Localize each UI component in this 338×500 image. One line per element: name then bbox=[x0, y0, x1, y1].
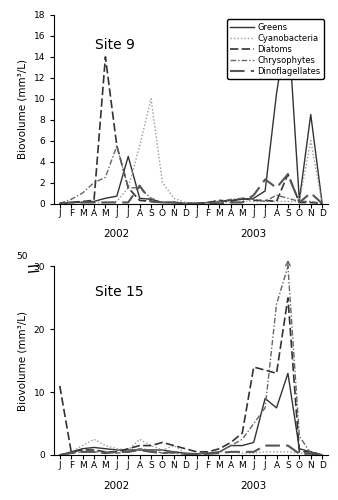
Y-axis label: Biovolume (mm³/L): Biovolume (mm³/L) bbox=[18, 60, 28, 160]
Text: Site 15: Site 15 bbox=[95, 286, 144, 300]
Text: 2003: 2003 bbox=[241, 481, 267, 491]
Text: Site 9: Site 9 bbox=[95, 38, 135, 52]
Text: 2002: 2002 bbox=[104, 230, 130, 239]
Text: 50: 50 bbox=[17, 252, 28, 260]
Legend: Greens, Cyanobacteria, Diatoms, Chrysophytes, Dinoflagellates: Greens, Cyanobacteria, Diatoms, Chrysoph… bbox=[227, 19, 324, 79]
Text: 2002: 2002 bbox=[104, 481, 130, 491]
Y-axis label: Biovolume (mm³/L): Biovolume (mm³/L) bbox=[18, 310, 28, 410]
Text: 2003: 2003 bbox=[241, 230, 267, 239]
